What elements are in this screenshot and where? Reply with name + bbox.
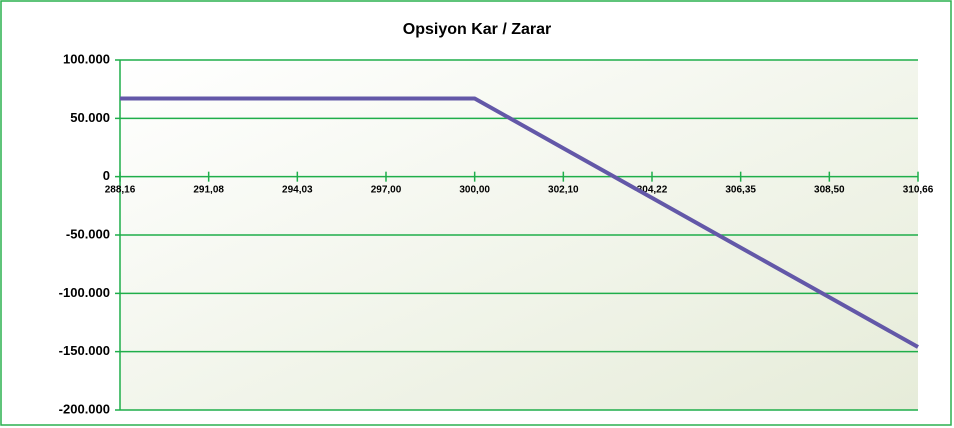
y-tick-label: -100.000 bbox=[59, 285, 110, 300]
y-tick-label: 50.000 bbox=[70, 110, 110, 125]
x-tick-label: 291,08 bbox=[193, 184, 224, 195]
x-tick-label: 310,66 bbox=[903, 184, 934, 195]
y-tick-label: -50.000 bbox=[66, 226, 110, 241]
y-tick-label: -150.000 bbox=[59, 343, 110, 358]
chart-title: Opsiyon Kar / Zarar bbox=[403, 21, 552, 38]
x-tick-label: 294,03 bbox=[282, 184, 313, 195]
x-tick-label: 302,10 bbox=[548, 184, 579, 195]
x-tick-label: 308,50 bbox=[814, 184, 845, 195]
line-series bbox=[120, 96, 919, 349]
y-tick-label: 100.000 bbox=[63, 51, 110, 66]
x-tick-label: 306,35 bbox=[725, 184, 756, 195]
x-tick-label: 288,16 bbox=[105, 184, 136, 195]
y-tick-label: 0 bbox=[103, 168, 110, 183]
x-tick-label: 304,22 bbox=[637, 184, 668, 195]
x-tick-label: 297,00 bbox=[371, 184, 402, 195]
x-tick-label: 300,00 bbox=[459, 184, 490, 195]
y-tick-label: -200.000 bbox=[59, 401, 110, 416]
